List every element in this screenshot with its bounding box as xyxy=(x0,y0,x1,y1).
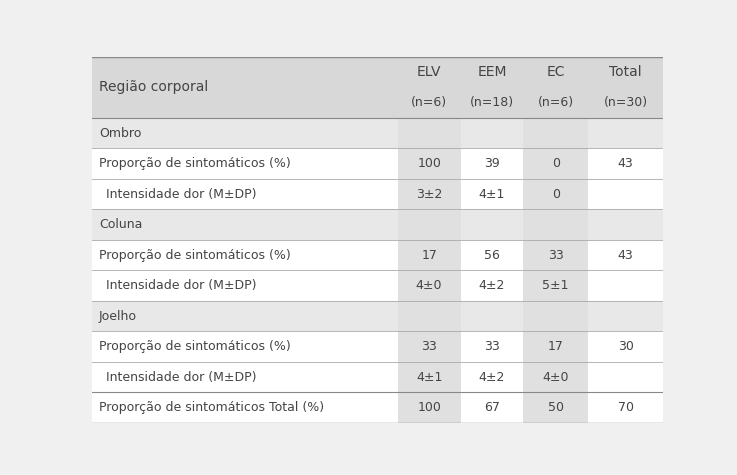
Text: 17: 17 xyxy=(421,248,437,262)
Text: Proporção de sintomáticos (%): Proporção de sintomáticos (%) xyxy=(99,157,290,170)
Text: Ombro: Ombro xyxy=(99,127,142,140)
Text: Região corporal: Região corporal xyxy=(99,80,209,95)
Text: 5±1: 5±1 xyxy=(542,279,569,292)
Text: 56: 56 xyxy=(484,248,500,262)
Bar xyxy=(92,118,663,148)
Text: Intensidade dor (M±DP): Intensidade dor (M±DP) xyxy=(106,279,257,292)
Text: 30: 30 xyxy=(618,340,634,353)
Text: 43: 43 xyxy=(618,157,634,170)
Bar xyxy=(398,209,461,240)
Bar xyxy=(92,301,663,332)
Text: Intensidade dor (M±DP): Intensidade dor (M±DP) xyxy=(106,370,257,383)
Text: EEM: EEM xyxy=(477,65,507,79)
Text: 4±1: 4±1 xyxy=(416,370,442,383)
Text: 33: 33 xyxy=(548,248,564,262)
Text: Proporção de sintomáticos (%): Proporção de sintomáticos (%) xyxy=(99,248,290,262)
Text: 100: 100 xyxy=(417,401,441,414)
Text: 4±0: 4±0 xyxy=(416,279,442,292)
Text: Intensidade dor (M±DP): Intensidade dor (M±DP) xyxy=(106,188,257,200)
Text: 100: 100 xyxy=(417,157,441,170)
Bar xyxy=(523,301,588,332)
Bar xyxy=(523,209,588,240)
Text: 3±2: 3±2 xyxy=(416,188,442,200)
Text: (n=6): (n=6) xyxy=(537,96,573,109)
Text: Coluna: Coluna xyxy=(99,218,142,231)
Text: 0: 0 xyxy=(551,188,559,200)
Text: 4±2: 4±2 xyxy=(479,279,505,292)
Bar xyxy=(92,57,663,118)
Bar xyxy=(92,209,663,240)
Bar xyxy=(523,118,588,148)
Text: 70: 70 xyxy=(618,401,634,414)
Text: (n=18): (n=18) xyxy=(470,96,514,109)
Text: EC: EC xyxy=(546,65,565,79)
Text: (n=6): (n=6) xyxy=(411,96,447,109)
Text: 39: 39 xyxy=(484,157,500,170)
Text: 33: 33 xyxy=(484,340,500,353)
Text: 4±1: 4±1 xyxy=(479,188,505,200)
Text: Proporção de sintomáticos (%): Proporção de sintomáticos (%) xyxy=(99,340,290,353)
Text: 50: 50 xyxy=(548,401,564,414)
Bar xyxy=(398,57,461,423)
Text: ELV: ELV xyxy=(417,65,441,79)
Text: 4±0: 4±0 xyxy=(542,370,569,383)
Text: 4±2: 4±2 xyxy=(479,370,505,383)
Text: (n=30): (n=30) xyxy=(604,96,648,109)
Text: 43: 43 xyxy=(618,248,634,262)
Text: 67: 67 xyxy=(484,401,500,414)
Text: 17: 17 xyxy=(548,340,564,353)
Text: Total: Total xyxy=(609,65,642,79)
Text: Proporção de sintomáticos Total (%): Proporção de sintomáticos Total (%) xyxy=(99,401,324,414)
Text: Joelho: Joelho xyxy=(99,310,137,323)
Bar xyxy=(523,57,588,423)
Text: 33: 33 xyxy=(422,340,437,353)
Text: 0: 0 xyxy=(551,157,559,170)
Bar xyxy=(398,301,461,332)
Bar xyxy=(398,118,461,148)
